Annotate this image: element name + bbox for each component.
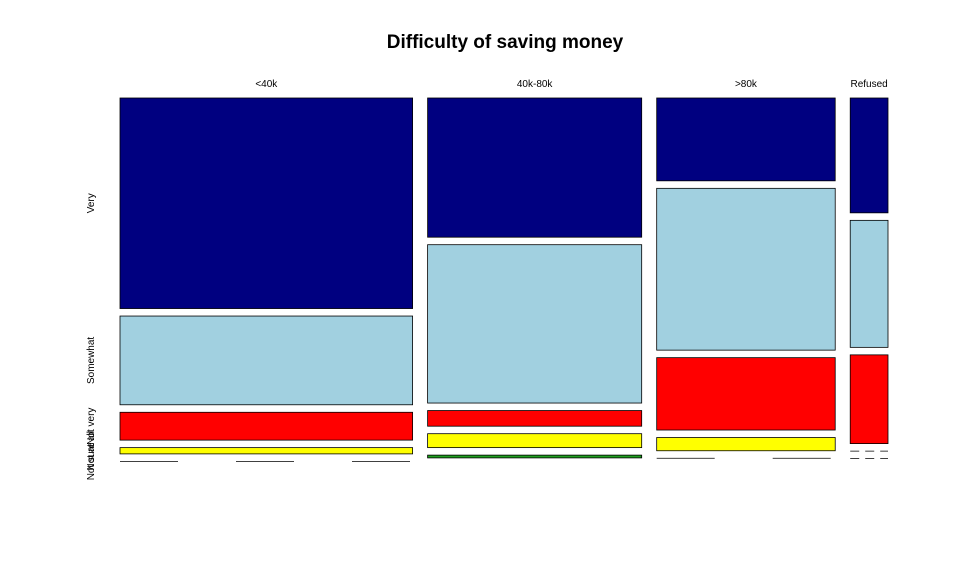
chart-title: Difficulty of saving money — [387, 32, 624, 53]
column-labels: <40k 40k-80k >80k Refused — [255, 79, 887, 90]
column-label-40k: <40k — [255, 79, 278, 90]
tile-40k-not-very — [119, 411, 414, 441]
tile-80k-not-very — [656, 357, 836, 431]
column-label-40k-80k: 40k-80k — [517, 79, 554, 90]
tile-80k-very — [656, 97, 836, 182]
tile-40k-80k-not-very — [427, 410, 643, 427]
tile-40k-not-at-all — [119, 447, 414, 455]
column-label-80k: >80k — [735, 79, 758, 90]
tile-40k-80k-very — [427, 97, 643, 238]
column-label-refused: Refused — [850, 79, 887, 90]
tile-80k-somewhat — [656, 187, 836, 351]
tile-80k-not-at-all — [656, 437, 836, 452]
tile-40k-very — [119, 97, 414, 309]
tile-refused-very — [849, 97, 889, 214]
row-label-somewhat: Somewhat — [86, 337, 97, 384]
tile-40k-somewhat — [119, 315, 414, 406]
tile-refused-not-very — [849, 354, 889, 444]
tile-refused-somewhat — [849, 219, 889, 348]
row-label-very: Very — [86, 193, 97, 213]
row-label-not-very: Not very — [86, 408, 97, 445]
row-label-not-sure: Not sure — [86, 442, 97, 480]
tile-40k-80k-not-at-all — [427, 433, 643, 449]
tile-40k-80k-not-sure — [427, 454, 643, 459]
tile-40k-80k-somewhat — [427, 244, 643, 404]
mosaic-tiles — [119, 97, 889, 462]
row-label-not-at-all: Not at all — [86, 431, 97, 470]
